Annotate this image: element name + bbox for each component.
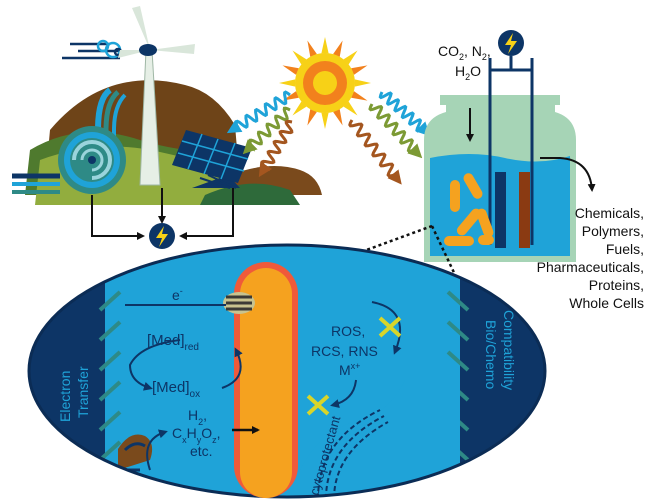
light-rays [226,90,431,185]
reactor-inputs-label: CO2, N2, [438,43,491,62]
bio-chemo-label-1: Bio/Chemo [483,320,499,389]
sun-ray [333,109,343,126]
sun-ray [321,112,329,129]
bioreactor [424,30,596,262]
organic-label: CxHyOz, [172,425,221,445]
products-list: Chemicals, Polymers, Fuels, Pharmaceutic… [537,204,644,312]
sun-ray [351,65,368,75]
electrode-brown [519,172,530,248]
product-fuels: Fuels, [605,241,644,257]
sun-ray [343,50,358,65]
sun-ray [279,79,296,87]
product-chemicals: Chemicals, [574,205,644,221]
energy-sources [12,6,322,205]
metal-ion-label: Mx+ [339,361,360,378]
sun-ray [292,101,307,116]
solar-panel-icon [172,130,252,189]
product-pharmaceuticals: Pharmaceuticals, [536,259,644,275]
hydro-turbine-icon [58,126,126,194]
sun-ray [354,79,371,87]
membrane-protein-icon [223,292,255,314]
sun-ray [333,40,343,57]
sun-ray [307,40,317,57]
sun-ray [343,101,358,116]
product-whole-cells: Whole Cells [569,295,644,311]
bio-chemo-label-2: Compatibility [501,310,517,390]
sun-ray [282,65,299,75]
h2-label: H2, [188,407,207,427]
wind-turbine-icon [118,6,195,186]
wind-lines-icon [62,39,123,60]
product-polymers: Polymers, [581,223,644,239]
hill-front-green [200,183,300,205]
sun-ray [292,50,307,65]
block-cross-icon [306,394,330,416]
electron-transfer-label-1: Electron [57,371,73,422]
electron-transfer-label-2: Transfer [75,366,91,418]
sun-ray [351,91,368,101]
block-cross-icon [378,316,402,338]
electron-label: e- [172,286,183,303]
reactor-power-icon [498,30,524,56]
bacterium-cell [234,262,298,498]
cell-zoom [27,243,547,499]
med-ox-label: [Med]ox [152,379,200,400]
power-node-icon [149,223,175,249]
cytoprotectant-region [300,380,460,497]
bacteria-in-jar [444,173,494,246]
sun-ray [321,37,329,54]
product-proteins: Proteins, [588,277,644,293]
ros-label: ROS, [331,323,365,339]
power-lines [91,188,234,240]
rcs-rns-label: RCS, RNS [311,343,378,359]
med-red-label: [Med]red [147,332,199,353]
sun-icon [279,37,371,129]
sun-ray [307,109,317,126]
reactor-water-label: H2O [455,63,481,82]
etc-label: etc. [190,443,213,459]
electrode-dark [495,172,506,248]
